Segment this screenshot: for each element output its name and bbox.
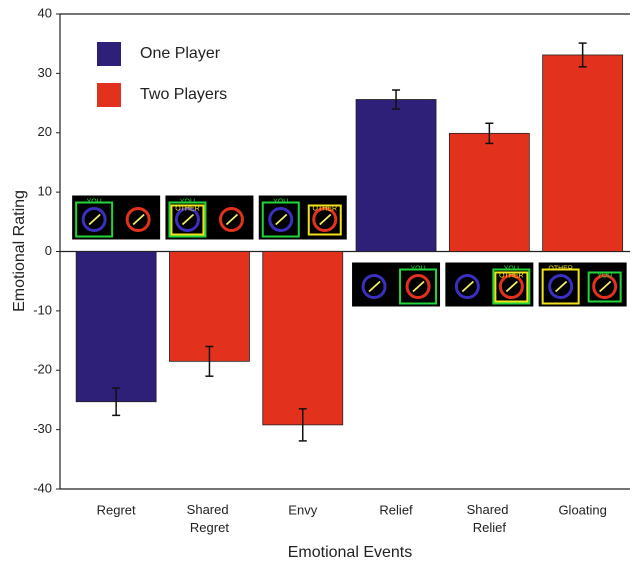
y-axis-title: Emotional Rating <box>11 190 28 312</box>
choice-box <box>261 201 300 238</box>
choice-label: OTHER <box>313 205 338 212</box>
legend-label: One Player <box>140 45 221 62</box>
choice-label: YOU <box>504 265 519 272</box>
y-tick-label: 20 <box>38 124 52 139</box>
dial <box>268 207 294 232</box>
choice-box <box>75 201 114 238</box>
choice-box <box>587 271 622 303</box>
outcome-icon: YOU <box>72 195 161 240</box>
outcome-icon: YOU OTHER <box>258 195 347 240</box>
error-bar <box>578 42 587 68</box>
choice-box <box>168 201 207 238</box>
outcome-icon: YOU <box>352 262 441 307</box>
choice-label: YOU <box>273 198 288 205</box>
choice-box <box>494 271 529 303</box>
dial <box>174 207 200 232</box>
y-tick-label: -10 <box>33 302 52 317</box>
bar <box>262 251 344 426</box>
x-axis-title: Emotional Events <box>288 544 413 561</box>
bar <box>169 251 250 362</box>
y-tick-label: -30 <box>33 421 52 436</box>
x-tick-label: Regret <box>97 502 136 517</box>
y-tick-label: -20 <box>33 362 52 377</box>
dial <box>125 207 151 232</box>
outcome-icon: OTHER YOU <box>538 262 627 307</box>
error-bar <box>205 345 214 377</box>
error-bar <box>392 89 401 110</box>
dial <box>81 207 107 232</box>
bar <box>448 132 530 252</box>
dial <box>405 274 431 299</box>
dial <box>548 274 574 299</box>
error-bar <box>485 122 494 145</box>
choice-label: OTHER <box>499 272 524 279</box>
dial-arrow <box>412 280 425 293</box>
choice-box <box>170 204 205 236</box>
choice-box <box>541 268 580 305</box>
choice-box <box>399 268 438 305</box>
y-tick-label: 10 <box>38 184 52 199</box>
choice-label: OTHER <box>175 205 200 212</box>
dial <box>592 274 618 299</box>
error-bar <box>112 387 121 417</box>
dial-arrow <box>599 280 612 293</box>
bar <box>75 251 157 403</box>
dial <box>498 274 524 299</box>
choice-label: YOU <box>410 265 425 272</box>
y-tick-label: 40 <box>38 5 52 20</box>
error-bar <box>298 408 307 442</box>
dial <box>361 274 387 299</box>
dial-arrow <box>181 213 195 226</box>
x-tick-label: Gloating <box>558 502 606 517</box>
dial-arrow <box>88 213 101 226</box>
bar <box>542 54 624 252</box>
dial-arrow <box>368 280 381 293</box>
x-tick-label: Shared Relief <box>467 502 513 535</box>
dial-arrow <box>505 280 518 293</box>
choice-label: YOU <box>597 272 612 279</box>
choice-label: OTHER <box>548 265 573 272</box>
dial-arrow <box>275 213 288 226</box>
dial-arrow <box>319 213 332 226</box>
x-tick-label: Relief <box>379 502 413 517</box>
dial-arrow <box>132 213 145 226</box>
y-tick-label: 0 <box>45 243 52 258</box>
dial-arrow <box>555 280 568 293</box>
y-tick-label: -40 <box>33 480 52 495</box>
y-tick-label: 30 <box>38 65 52 80</box>
legend-swatch <box>97 83 121 107</box>
x-tick-label: Shared Regret <box>187 502 233 535</box>
legend-label: Two Players <box>140 86 227 103</box>
dial-arrow <box>461 280 474 293</box>
dial <box>218 207 244 232</box>
choice-label: YOU <box>180 198 195 205</box>
bar <box>355 99 437 252</box>
dial-arrow <box>225 213 239 226</box>
dial <box>454 274 480 299</box>
choice-box <box>307 204 342 236</box>
x-tick-label: Envy <box>288 502 317 517</box>
dial <box>312 207 338 232</box>
choice-box <box>492 268 531 305</box>
legend-swatch <box>97 42 121 66</box>
choice-label: YOU <box>87 198 102 205</box>
